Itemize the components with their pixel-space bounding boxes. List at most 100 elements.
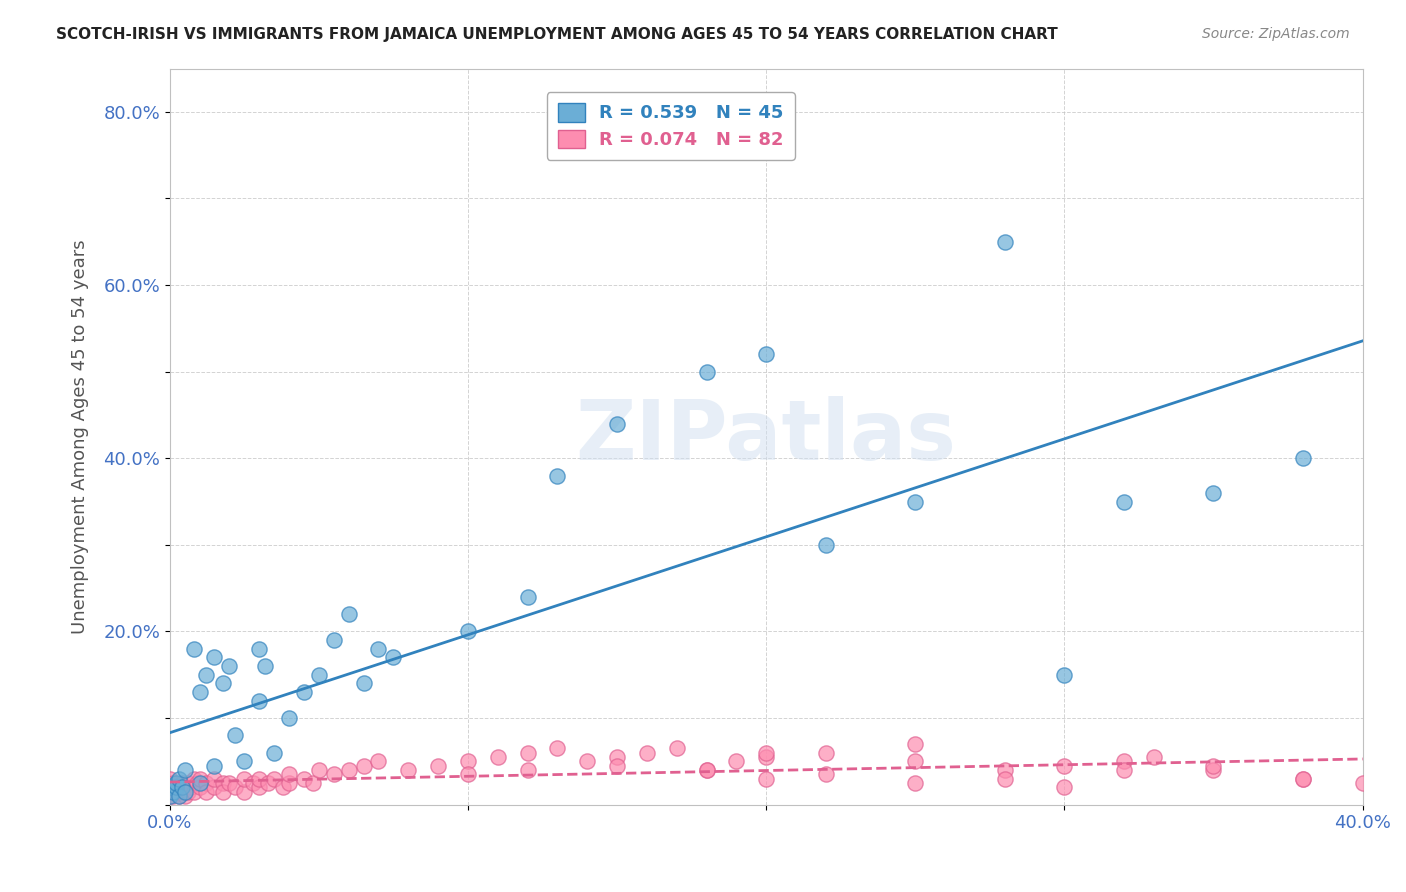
Point bbox=[546, 468, 568, 483]
Point bbox=[186, 776, 208, 790]
Point bbox=[1202, 763, 1225, 777]
Point bbox=[159, 772, 181, 786]
Point bbox=[1202, 758, 1225, 772]
Point bbox=[516, 746, 538, 760]
Point bbox=[695, 365, 717, 379]
Point bbox=[204, 772, 226, 786]
Point bbox=[159, 780, 181, 795]
Point bbox=[1292, 772, 1315, 786]
Point bbox=[176, 776, 198, 790]
Point bbox=[814, 767, 837, 781]
Point bbox=[308, 763, 330, 777]
Point bbox=[814, 746, 837, 760]
Point bbox=[636, 746, 658, 760]
Point bbox=[337, 607, 360, 622]
Point bbox=[176, 785, 198, 799]
Point bbox=[457, 755, 479, 769]
Point bbox=[367, 755, 389, 769]
Point bbox=[247, 772, 270, 786]
Point bbox=[188, 776, 211, 790]
Point bbox=[194, 776, 217, 790]
Point bbox=[188, 685, 211, 699]
Point bbox=[183, 641, 205, 656]
Point bbox=[292, 685, 315, 699]
Point bbox=[167, 789, 190, 803]
Point bbox=[302, 776, 325, 790]
Point bbox=[162, 789, 184, 803]
Point bbox=[257, 776, 280, 790]
Point bbox=[173, 763, 195, 777]
Point bbox=[904, 755, 927, 769]
Point bbox=[576, 755, 599, 769]
Point bbox=[755, 347, 778, 361]
Point bbox=[516, 590, 538, 604]
Point bbox=[173, 780, 195, 795]
Point bbox=[180, 780, 202, 795]
Point bbox=[165, 776, 187, 790]
Point bbox=[173, 789, 195, 803]
Point bbox=[1112, 755, 1135, 769]
Point bbox=[814, 538, 837, 552]
Point bbox=[167, 772, 190, 786]
Point bbox=[665, 741, 688, 756]
Point bbox=[165, 780, 187, 795]
Point bbox=[457, 624, 479, 639]
Point bbox=[263, 746, 285, 760]
Point bbox=[194, 667, 217, 681]
Point bbox=[224, 728, 246, 742]
Point bbox=[904, 494, 927, 508]
Point bbox=[353, 758, 375, 772]
Point bbox=[606, 750, 628, 764]
Point bbox=[188, 772, 211, 786]
Point bbox=[183, 785, 205, 799]
Text: SCOTCH-IRISH VS IMMIGRANTS FROM JAMAICA UNEMPLOYMENT AMONG AGES 45 TO 54 YEARS C: SCOTCH-IRISH VS IMMIGRANTS FROM JAMAICA … bbox=[56, 27, 1057, 42]
Point bbox=[167, 780, 190, 795]
Point bbox=[322, 633, 344, 648]
Point bbox=[994, 772, 1017, 786]
Point bbox=[278, 767, 301, 781]
Point bbox=[486, 750, 509, 764]
Point bbox=[167, 789, 190, 803]
Point bbox=[1053, 780, 1076, 795]
Point bbox=[1202, 486, 1225, 500]
Point bbox=[606, 417, 628, 431]
Point bbox=[308, 667, 330, 681]
Point bbox=[278, 776, 301, 790]
Point bbox=[233, 772, 256, 786]
Point bbox=[1351, 776, 1374, 790]
Point bbox=[233, 755, 256, 769]
Text: ZIPatlas: ZIPatlas bbox=[575, 396, 956, 477]
Point bbox=[695, 763, 717, 777]
Point bbox=[212, 785, 235, 799]
Point bbox=[271, 780, 294, 795]
Point bbox=[278, 711, 301, 725]
Point bbox=[904, 776, 927, 790]
Point bbox=[247, 694, 270, 708]
Point bbox=[367, 641, 389, 656]
Point bbox=[159, 789, 181, 803]
Point bbox=[292, 772, 315, 786]
Point bbox=[233, 785, 256, 799]
Point bbox=[162, 785, 184, 799]
Point bbox=[994, 235, 1017, 249]
Point bbox=[755, 746, 778, 760]
Point bbox=[396, 763, 419, 777]
Point bbox=[337, 763, 360, 777]
Point bbox=[162, 776, 184, 790]
Point bbox=[263, 772, 285, 786]
Point bbox=[170, 780, 193, 795]
Point bbox=[218, 776, 240, 790]
Point bbox=[188, 780, 211, 795]
Point bbox=[1053, 667, 1076, 681]
Point bbox=[183, 772, 205, 786]
Point bbox=[904, 737, 927, 751]
Point bbox=[194, 785, 217, 799]
Point bbox=[755, 750, 778, 764]
Point bbox=[212, 776, 235, 790]
Point bbox=[1292, 451, 1315, 466]
Point bbox=[247, 780, 270, 795]
Point bbox=[165, 785, 187, 799]
Point bbox=[159, 780, 181, 795]
Point bbox=[212, 676, 235, 690]
Point bbox=[1292, 772, 1315, 786]
